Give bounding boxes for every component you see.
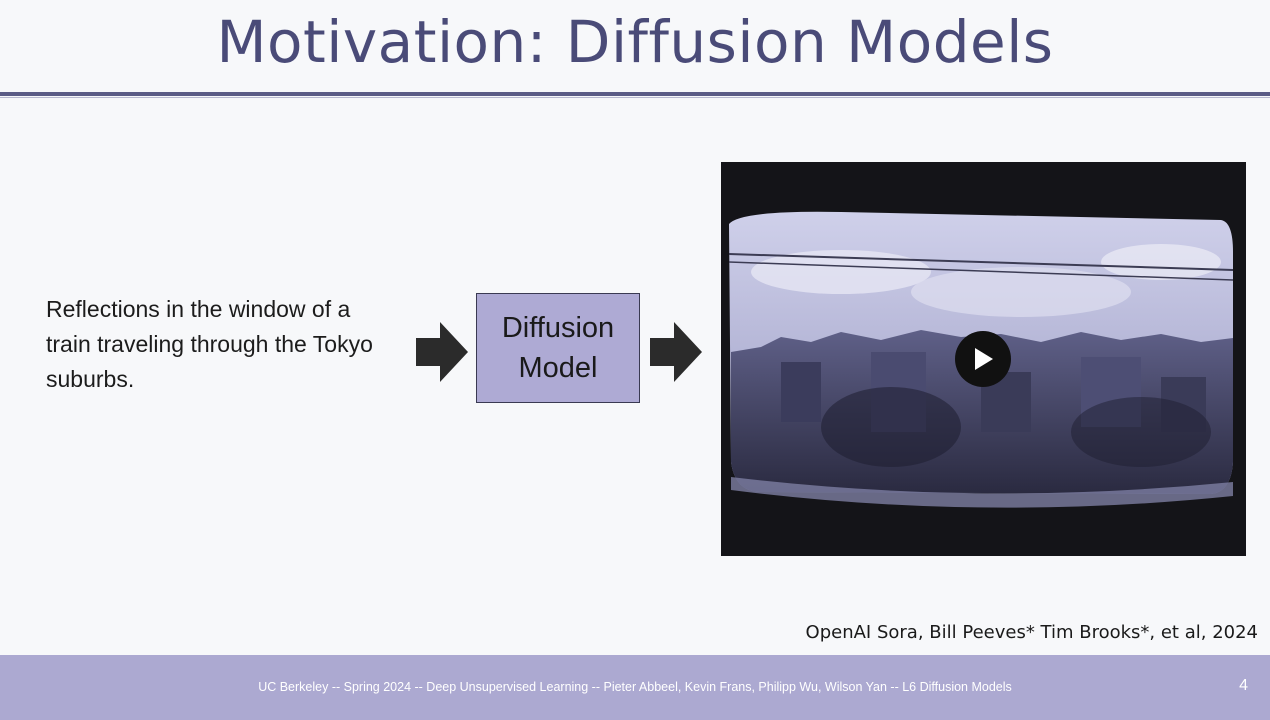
play-icon	[975, 348, 993, 370]
video-player[interactable]	[721, 162, 1246, 556]
play-button[interactable]	[955, 331, 1011, 387]
slide-footer: UC Berkeley -- Spring 2024 -- Deep Unsup…	[0, 655, 1270, 720]
arrow-right-icon	[416, 322, 468, 382]
diffusion-model-box: Diffusion Model	[476, 293, 640, 403]
arrow-right-icon	[650, 322, 702, 382]
model-label: Diffusion Model	[501, 312, 615, 384]
citation: OpenAI Sora, Bill Peeves* Tim Brooks*, e…	[805, 622, 1258, 643]
title-divider	[0, 92, 1270, 96]
title-divider-thin	[0, 97, 1270, 98]
slide-title: Motivation: Diffusion Models	[216, 8, 1054, 76]
prompt-text: Reflections in the window of a train tra…	[46, 296, 373, 392]
page-number: 4	[1239, 677, 1248, 694]
footer-text: UC Berkeley -- Spring 2024 -- Deep Unsup…	[258, 680, 1012, 694]
title-bar: Motivation: Diffusion Models	[0, 0, 1270, 98]
